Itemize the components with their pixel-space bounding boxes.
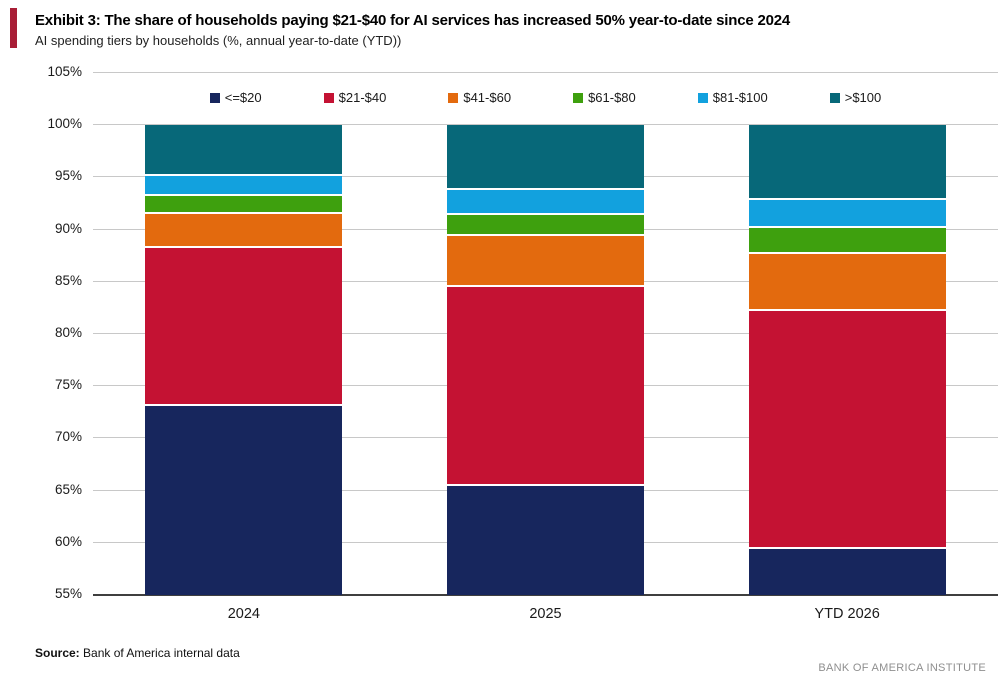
brand-footer: BANK OF AMERICA INSTITUTE (818, 662, 986, 674)
y-tick-label: 70% (54, 429, 82, 445)
y-tick-label: 80% (54, 325, 82, 340)
plot-area: <=$20 $21-$40 $41-$60 $61-$80 $81-$100 >$100 … (93, 72, 998, 622)
bar-segment (447, 212, 644, 234)
bar-segment (145, 125, 343, 175)
bar-segment (145, 211, 343, 247)
legend-swatch (697, 92, 708, 103)
legend-label: $41-$60 (463, 90, 512, 105)
legend-swatch (573, 92, 584, 103)
legend-label: <=$20 (224, 90, 262, 105)
legend-label: >$100 (844, 90, 882, 105)
bar-segment (145, 403, 343, 595)
bar-segment (748, 125, 946, 199)
bar-segment (748, 308, 946, 547)
x-axis-baseline (93, 594, 998, 596)
x-axis-label: YTD 2026 (814, 606, 880, 622)
bar-segment (748, 198, 946, 227)
legend-swatch (323, 92, 334, 103)
legend-item: <=$20 (209, 90, 262, 105)
legend-swatch (448, 92, 459, 103)
legend-item: $21-$40 (323, 90, 387, 105)
legend-item: $81-$100 (697, 90, 768, 105)
chart-subtitle: AI spending tiers by households (%, annu… (35, 33, 402, 48)
bar-segment (447, 187, 644, 213)
x-axis-label: 2024 (227, 606, 260, 622)
gridline (93, 124, 998, 126)
x-axis-label: 2025 (529, 606, 562, 622)
legend-label: $81-$100 (712, 90, 768, 105)
bar-segment (447, 284, 644, 485)
y-tick-label: 75% (54, 377, 82, 393)
bar-segment (748, 546, 946, 595)
chart-title: Exhibit 3: The share of households payin… (35, 12, 791, 29)
y-tick-label: 105% (47, 64, 82, 79)
source-note: Source: Bank of America internal data (35, 646, 240, 660)
legend-swatch (829, 92, 840, 103)
legend-label: $21-$40 (338, 90, 387, 105)
bar-segment (748, 226, 946, 252)
source-label: Source: (35, 646, 80, 660)
bar-column-2024: 2024 (145, 73, 343, 622)
y-tick-label: 60% (54, 533, 82, 549)
bar-column-ytd-2026: YTD 2026 (748, 73, 946, 622)
y-tick-label: 90% (54, 220, 82, 236)
y-tick-label: 85% (54, 272, 82, 288)
bar-segment (145, 194, 343, 212)
legend-item: $61-$80 (573, 90, 636, 105)
chart-legend: <=$20 $21-$40 $41-$60 $61-$80 $81-$100 >$100 (93, 90, 998, 105)
source-text: Bank of America internal data (79, 646, 240, 660)
bar-segment (447, 484, 644, 595)
y-tick-label: 55% (54, 586, 82, 601)
y-tick-label: 65% (54, 481, 82, 497)
legend-swatch (209, 92, 220, 103)
bar-segment (447, 125, 644, 188)
bar-segment (145, 246, 343, 404)
bar-segment (748, 251, 946, 309)
legend-item: $41-$60 (448, 90, 511, 105)
title-accent-bar (10, 8, 17, 48)
legend-label: $61-$80 (588, 90, 636, 105)
bar-column-2025: 2025 (447, 73, 644, 622)
gridline (93, 72, 998, 73)
y-tick-label: 95% (54, 168, 82, 184)
bar-segment (145, 174, 343, 195)
bar-segment (447, 233, 644, 285)
legend-item: >$100 (829, 90, 882, 105)
y-tick-label: 100% (47, 116, 82, 132)
y-axis: 105% 100% 95% 90% 85% 80% 75% 70% 65% 60% 55% (0, 64, 85, 601)
